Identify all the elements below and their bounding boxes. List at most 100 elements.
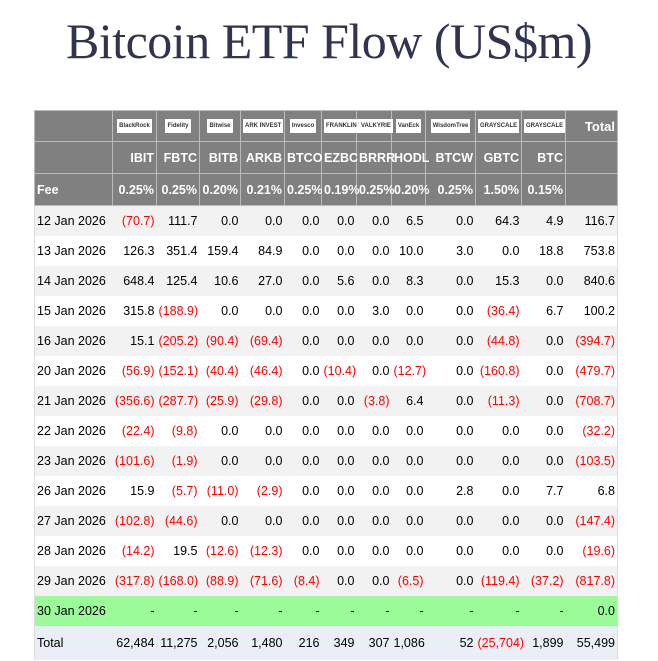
fee-value: 1.50% xyxy=(475,173,522,206)
flow-value: (25.9) xyxy=(199,386,241,416)
flow-value: (6.5) xyxy=(391,566,426,596)
flow-value: 0.0 xyxy=(321,566,357,596)
flow-value: - xyxy=(391,596,426,626)
flow-value: (37.2) xyxy=(521,566,566,596)
ticker-header: BTC xyxy=(521,141,566,174)
flow-value: 0.0 xyxy=(356,266,392,296)
flow-value: 0.0 xyxy=(321,416,357,446)
flow-value: 0.0 xyxy=(240,296,285,326)
flow-value: (101.6) xyxy=(112,446,157,476)
flow-value: 0.0 xyxy=(391,446,426,476)
table-row: 27 Jan 2026 (102.8) (44.6) 0.0 0.0 0.0 0.0 0.0 0… xyxy=(34,506,618,536)
fee-value: 0.19% xyxy=(321,173,359,206)
flow-value: (70.7) xyxy=(112,205,157,236)
flow-value: 0.0 xyxy=(356,356,392,386)
ticker-header: BTCO xyxy=(284,141,322,174)
issuer-logo-cell: Fidelity xyxy=(156,110,200,142)
fee-label: Fee xyxy=(34,173,113,206)
issuer-logo-cell: Bitwise xyxy=(199,110,241,142)
table-row: 29 Jan 2026 (317.8) (168.0) (88.9) (71.6) (8.… xyxy=(34,566,618,596)
table-row: 20 Jan 2026 (56.9) (152.1) (40.4) (46.4) 0.0(… xyxy=(34,356,618,386)
row-label: 16 Jan 2026 xyxy=(34,326,113,356)
flow-value: 1,899 xyxy=(521,626,566,660)
flow-value: 0.0 xyxy=(321,296,357,326)
flow-value: 0.0 xyxy=(321,446,357,476)
row-label: 13 Jan 2026 xyxy=(34,236,113,266)
flow-value: (205.2) xyxy=(156,326,200,356)
row-total: 100.2 xyxy=(565,296,618,326)
flow-value: 159.4 xyxy=(199,236,241,266)
flow-value: (14.2) xyxy=(112,536,157,566)
flow-value: 0.0 xyxy=(356,536,392,566)
flow-value: 0.0 xyxy=(521,446,566,476)
row-label: Total xyxy=(34,626,113,660)
flow-value: 0.0 xyxy=(521,326,566,356)
flow-value: (1.9) xyxy=(156,446,200,476)
flow-value: (356.6) xyxy=(112,386,157,416)
ticker-row: IBIT FBTC BITB ARKB BTCO EZBC BRRR HODL BTCW GBTC… xyxy=(34,141,618,174)
flow-value: 0.0 xyxy=(425,205,476,236)
flow-value: (11.0) xyxy=(199,476,241,506)
row-total: (32.2) xyxy=(565,416,618,446)
fee-value: 0.15% xyxy=(521,173,566,206)
empty-cell xyxy=(565,173,618,206)
flow-value: 0.0 xyxy=(240,205,285,236)
flow-value: 111.7 xyxy=(156,205,200,236)
flow-value: (102.8) xyxy=(112,506,157,536)
flow-value: (46.4) xyxy=(240,356,285,386)
flow-value: 0.0 xyxy=(321,236,357,266)
row-total: (103.5) xyxy=(565,446,618,476)
ticker-header: BRRR xyxy=(356,141,395,174)
total-row: Total 62,484 11,275 2,056 1,480 216 349 307 1,08… xyxy=(34,626,618,660)
flow-value: (8.4) xyxy=(284,566,322,596)
ticker-header: GBTC xyxy=(475,141,522,174)
flow-value: 0.0 xyxy=(521,416,566,446)
flow-value: 15.9 xyxy=(112,476,157,506)
flow-value: 0.0 xyxy=(240,416,285,446)
flow-value: - xyxy=(356,596,392,626)
flow-value: (69.4) xyxy=(240,326,285,356)
flow-value: 0.0 xyxy=(321,476,357,506)
issuer-logo-cell: GRAYSCALE xyxy=(475,110,522,142)
flow-value: 125.4 xyxy=(156,266,200,296)
flow-value: 0.0 xyxy=(240,446,285,476)
row-label: 23 Jan 2026 xyxy=(34,446,113,476)
flow-value: (3.8) xyxy=(356,386,392,416)
table-row: 26 Jan 2026 15.9 (5.7) (11.0) (2.9) 0.0 0.0 0.0… xyxy=(34,476,618,506)
flow-value: 10.0 xyxy=(391,236,426,266)
flow-value: 0.0 xyxy=(356,566,392,596)
pending-row: 30 Jan 2026- - - - - - - - - - -0.0 xyxy=(34,596,618,626)
flow-value: 0.0 xyxy=(475,506,522,536)
issuer-logo: FRANKLIN TEMPLETON xyxy=(324,119,368,134)
fee-value: 0.20% xyxy=(199,173,241,206)
flow-value: (29.8) xyxy=(240,386,285,416)
flow-value: (9.8) xyxy=(156,416,200,446)
flow-value: 0.0 xyxy=(284,266,322,296)
flow-value: - xyxy=(156,596,200,626)
page-title: Bitcoin ETF Flow (US$m) xyxy=(65,13,593,69)
flow-value: 18.8 xyxy=(521,236,566,266)
empty-cell xyxy=(34,110,113,142)
fee-value: 0.25% xyxy=(356,173,394,206)
flow-value: 0.0 xyxy=(284,476,322,506)
table-row: 15 Jan 2026 315.8 (188.9) 0.0 0.0 0.0 0.0 3.0 0.… xyxy=(34,296,618,326)
flow-value: 0.0 xyxy=(356,236,392,266)
flow-value: 0.0 xyxy=(199,205,241,236)
row-total: 6.8 xyxy=(565,476,618,506)
ticker-header: FBTC xyxy=(156,141,200,174)
flow-value: 7.7 xyxy=(521,476,566,506)
flow-value: 0.0 xyxy=(425,536,476,566)
row-label: 29 Jan 2026 xyxy=(34,566,113,596)
row-label: 20 Jan 2026 xyxy=(34,356,113,386)
flow-value: 3.0 xyxy=(425,236,476,266)
table-row: 22 Jan 2026 (22.4) (9.8) 0.0 0.0 0.0 0.0 0.0 0.0… xyxy=(34,416,618,446)
fee-row: Fee 0.25% 0.25% 0.20% 0.21% 0.25% 0.19% 0.25% 0.… xyxy=(34,173,618,206)
flow-value: 0.0 xyxy=(425,416,476,446)
flow-value: 0.0 xyxy=(356,205,392,236)
flow-value: 84.9 xyxy=(240,236,285,266)
flow-value: 307 xyxy=(356,626,392,660)
flow-value: 351.4 xyxy=(156,236,200,266)
etf-flow-table: BlackRock Fidelity Bitwise ARK INVEST Invesc… xyxy=(34,110,618,660)
flow-value: 4.9 xyxy=(521,205,566,236)
flow-value: 19.5 xyxy=(156,536,200,566)
